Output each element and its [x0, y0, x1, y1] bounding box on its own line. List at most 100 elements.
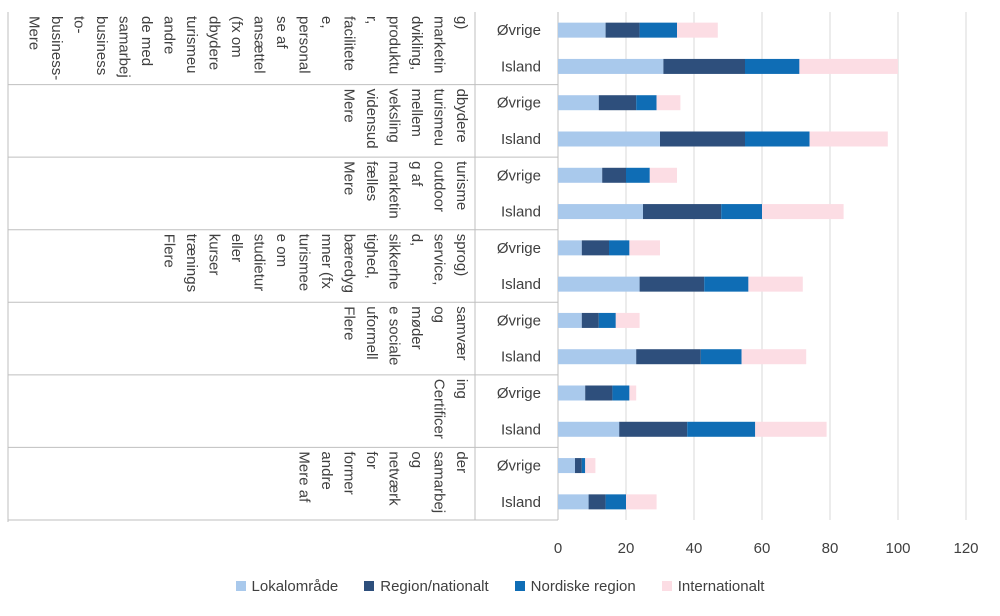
- bar-segment: [558, 167, 603, 183]
- category-label: Øvrige: [497, 458, 541, 475]
- group-label-line: Mere af: [296, 451, 313, 503]
- group-label-line: trænings: [183, 234, 200, 292]
- bar-segment: [636, 95, 657, 111]
- bar-segment: [602, 167, 626, 183]
- group-label-line: business: [93, 16, 110, 75]
- group-label-line: netværk: [386, 451, 403, 506]
- category-label: Øvrige: [497, 95, 541, 112]
- bar-segment: [639, 276, 705, 292]
- category-label: Øvrige: [497, 240, 541, 257]
- bar-segment: [558, 95, 599, 111]
- bar-segment: [585, 458, 596, 474]
- group-label-line: dvikling,: [408, 16, 425, 70]
- group-label-line: for: [363, 451, 380, 469]
- group-label-line: Certificer: [431, 379, 448, 439]
- bar-segment: [809, 131, 888, 147]
- category-label: Øvrige: [497, 385, 541, 402]
- group-label-line: mner (fx: [318, 234, 335, 290]
- bar-segment: [687, 421, 756, 437]
- group-label-line: sprog): [453, 234, 470, 277]
- group-label-line: (fx om: [228, 16, 245, 58]
- category-label: Øvrige: [497, 167, 541, 184]
- legend-item: Region/nationalt: [364, 577, 489, 595]
- bar-segment: [558, 204, 643, 220]
- group-label-line: de med: [138, 16, 155, 66]
- group-label-line: e sociale: [386, 306, 403, 365]
- bar-segment: [585, 385, 613, 401]
- group-label-line: service,: [431, 234, 448, 286]
- group-label-line: eller: [228, 234, 245, 262]
- bar-segment: [799, 58, 898, 74]
- group-label-line: e om: [273, 234, 290, 267]
- group-label-line: personal: [296, 16, 313, 74]
- group-label-line: marketin: [431, 16, 448, 74]
- group-label-line: d,: [408, 234, 425, 247]
- x-tick-label: 80: [822, 540, 839, 557]
- bar-segment: [745, 58, 800, 74]
- bar-segment: [598, 312, 616, 328]
- group-label-line: møder: [408, 306, 425, 349]
- legend-swatch: [364, 581, 375, 591]
- bars: [558, 22, 898, 510]
- group-label-line: ansættel: [251, 16, 268, 74]
- category-label: Island: [501, 131, 541, 148]
- group-label-line: der: [453, 451, 470, 473]
- bar-segment: [609, 240, 630, 256]
- legend-item: Internationalt: [661, 578, 764, 595]
- category-label: Øvrige: [497, 312, 541, 329]
- legend-swatch: [514, 581, 525, 591]
- bar-segment: [656, 95, 681, 111]
- x-tick-label: 60: [754, 540, 771, 557]
- group-label-line: dbydere: [453, 89, 470, 143]
- bar-segment: [558, 240, 582, 256]
- group-label-line: Mere: [341, 161, 358, 195]
- bar-segment: [558, 494, 589, 510]
- category-label: Øvrige: [497, 22, 541, 39]
- category-label: Island: [501, 349, 541, 366]
- x-tick-label: 40: [686, 540, 703, 557]
- group-label-line: uformell: [363, 306, 380, 359]
- group-label-line: turisme: [453, 161, 470, 210]
- x-tick-label: 0: [554, 540, 562, 557]
- legend-label: Region/nationalt: [380, 577, 489, 595]
- category-label: Island: [501, 421, 541, 438]
- bar-segment: [615, 312, 640, 328]
- legend-label: Nordiske region: [530, 577, 636, 595]
- bar-segment: [755, 421, 827, 437]
- bar-segment: [558, 58, 664, 74]
- bar-segment: [605, 22, 640, 38]
- bar-segment: [643, 204, 722, 220]
- bar-segment: [663, 58, 745, 74]
- bar-segment: [558, 276, 640, 292]
- bar-segment: [660, 131, 745, 147]
- x-tick-label: 100: [885, 540, 910, 557]
- group-label-line: Flere: [341, 306, 358, 340]
- bar-segment: [626, 494, 657, 510]
- labels: 0 20 40 60 80 100 120 Øvrige Island Øvrige Island Ø…: [26, 16, 979, 557]
- group-label-line: dbydere: [206, 16, 223, 70]
- group-label-line: g): [453, 16, 470, 29]
- category-label: Island: [501, 204, 541, 221]
- group-label-line: produktu: [386, 16, 403, 74]
- bar-segment: [629, 240, 660, 256]
- category-label: Island: [501, 58, 541, 75]
- category-label: Island: [501, 276, 541, 293]
- group-label-line: Mere: [26, 16, 43, 50]
- bar-segment: [704, 276, 749, 292]
- bar-segment: [598, 95, 637, 111]
- bar-segment: [700, 349, 742, 365]
- legend-item: Lokalområde: [235, 578, 338, 595]
- group-label-line: e,: [318, 16, 335, 29]
- legend: Lokalområde Region/nationalt Nordiske regi…: [0, 574, 1000, 598]
- group-label-line: g af: [408, 161, 425, 187]
- group-label-line: samarbej: [116, 16, 133, 78]
- bar-segment: [605, 494, 626, 510]
- bar-segment: [581, 458, 586, 474]
- bar-segment: [558, 131, 660, 147]
- bar-segment: [639, 22, 677, 38]
- bar-segment: [636, 349, 701, 365]
- bar-segment: [677, 22, 718, 38]
- group-label-line: kurser: [206, 234, 223, 276]
- group-label-line: og: [408, 451, 425, 468]
